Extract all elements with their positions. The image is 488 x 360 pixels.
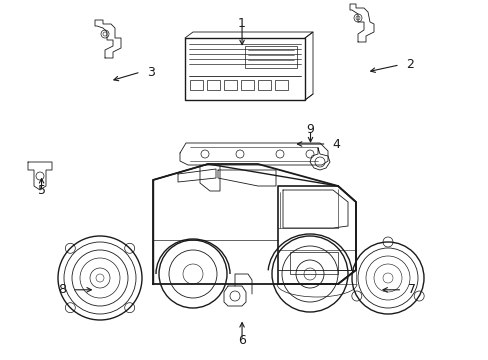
Text: 3: 3 [146, 66, 154, 78]
Bar [274, 80, 287, 90]
Bar [241, 80, 253, 90]
Text: 5: 5 [38, 184, 45, 197]
Text: 4: 4 [332, 138, 340, 150]
Text: 8: 8 [58, 283, 66, 296]
Bar [258, 80, 270, 90]
Text: 1: 1 [238, 17, 245, 30]
Text: 2: 2 [405, 58, 413, 71]
Bar [184, 38, 305, 100]
Bar [289, 252, 337, 274]
Text: 9: 9 [306, 123, 314, 136]
Text: 7: 7 [407, 283, 415, 296]
Bar [206, 80, 220, 90]
Bar [224, 80, 237, 90]
Bar [190, 80, 203, 90]
Text: 6: 6 [238, 334, 245, 347]
Bar [244, 46, 296, 68]
